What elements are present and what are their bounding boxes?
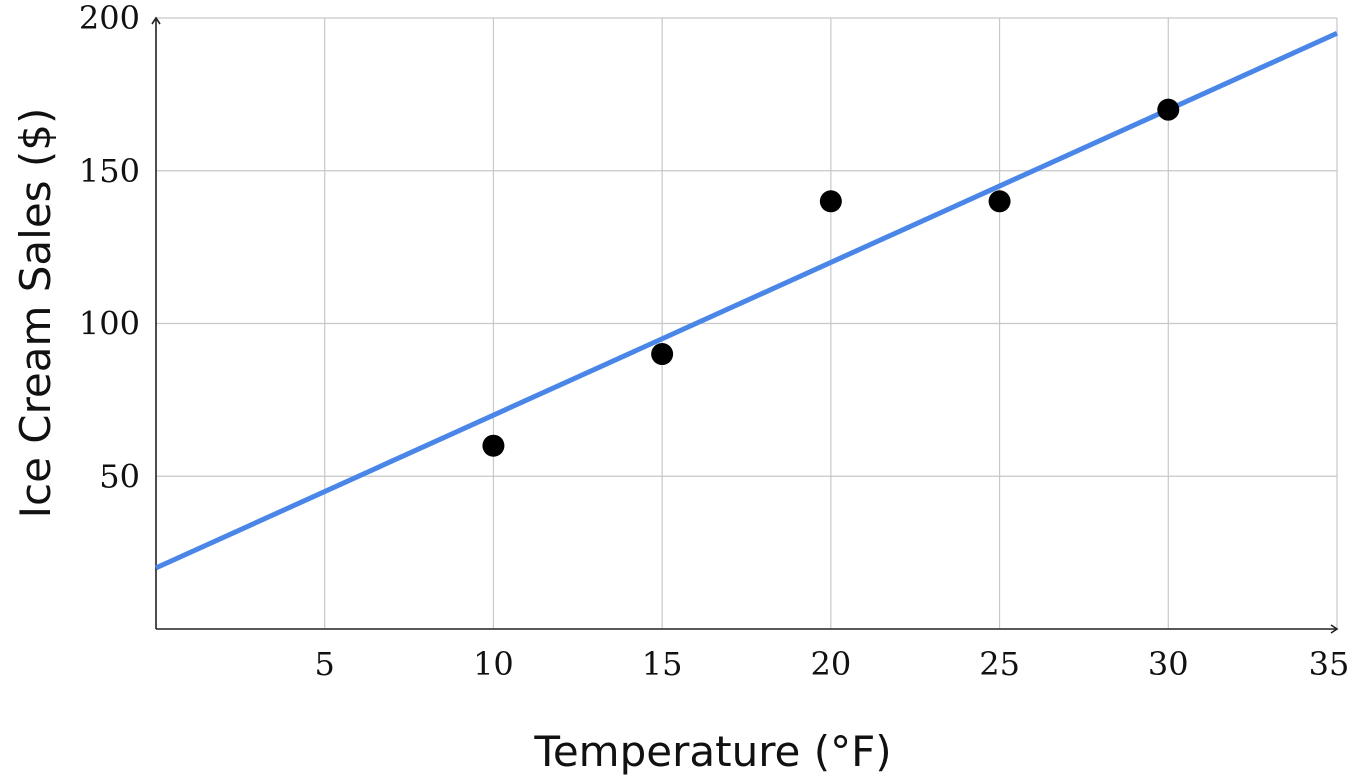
x-axis-title: Temperature (°F) — [533, 727, 891, 776]
y-tick-label-100: 100 — [79, 305, 140, 343]
x-tick-label-20: 20 — [810, 645, 851, 683]
data-point-1 — [482, 434, 505, 457]
data-points — [482, 98, 1180, 457]
x-tick-label-25: 25 — [979, 645, 1020, 683]
x-tick-label-35: 35 — [1309, 645, 1350, 683]
y-tick-label-50: 50 — [99, 457, 140, 495]
x-tick-label-10: 10 — [473, 645, 514, 683]
y-tick-labels: 50 100 150 200 — [79, 0, 140, 495]
data-point-3 — [819, 190, 842, 213]
horizontal-grid-lines — [156, 17, 1337, 477]
trend-line — [154, 30, 1339, 571]
y-axis-arrow-icon — [151, 16, 161, 25]
data-point-5 — [1157, 98, 1180, 121]
x-tick-label-30: 30 — [1148, 645, 1189, 683]
y-tick-label-200: 200 — [79, 0, 140, 37]
x-tick-label-5: 5 — [315, 645, 335, 683]
x-axis-arrow-icon — [1330, 624, 1339, 634]
data-point-2 — [651, 343, 674, 366]
y-tick-label-150: 150 — [79, 152, 140, 190]
data-point-4 — [988, 190, 1011, 213]
y-axis-title: Ice Cream Sales ($) — [11, 108, 60, 519]
x-tick-label-15: 15 — [642, 645, 683, 683]
x-tick-labels: 5 10 15 20 25 30 35 — [315, 645, 1350, 683]
